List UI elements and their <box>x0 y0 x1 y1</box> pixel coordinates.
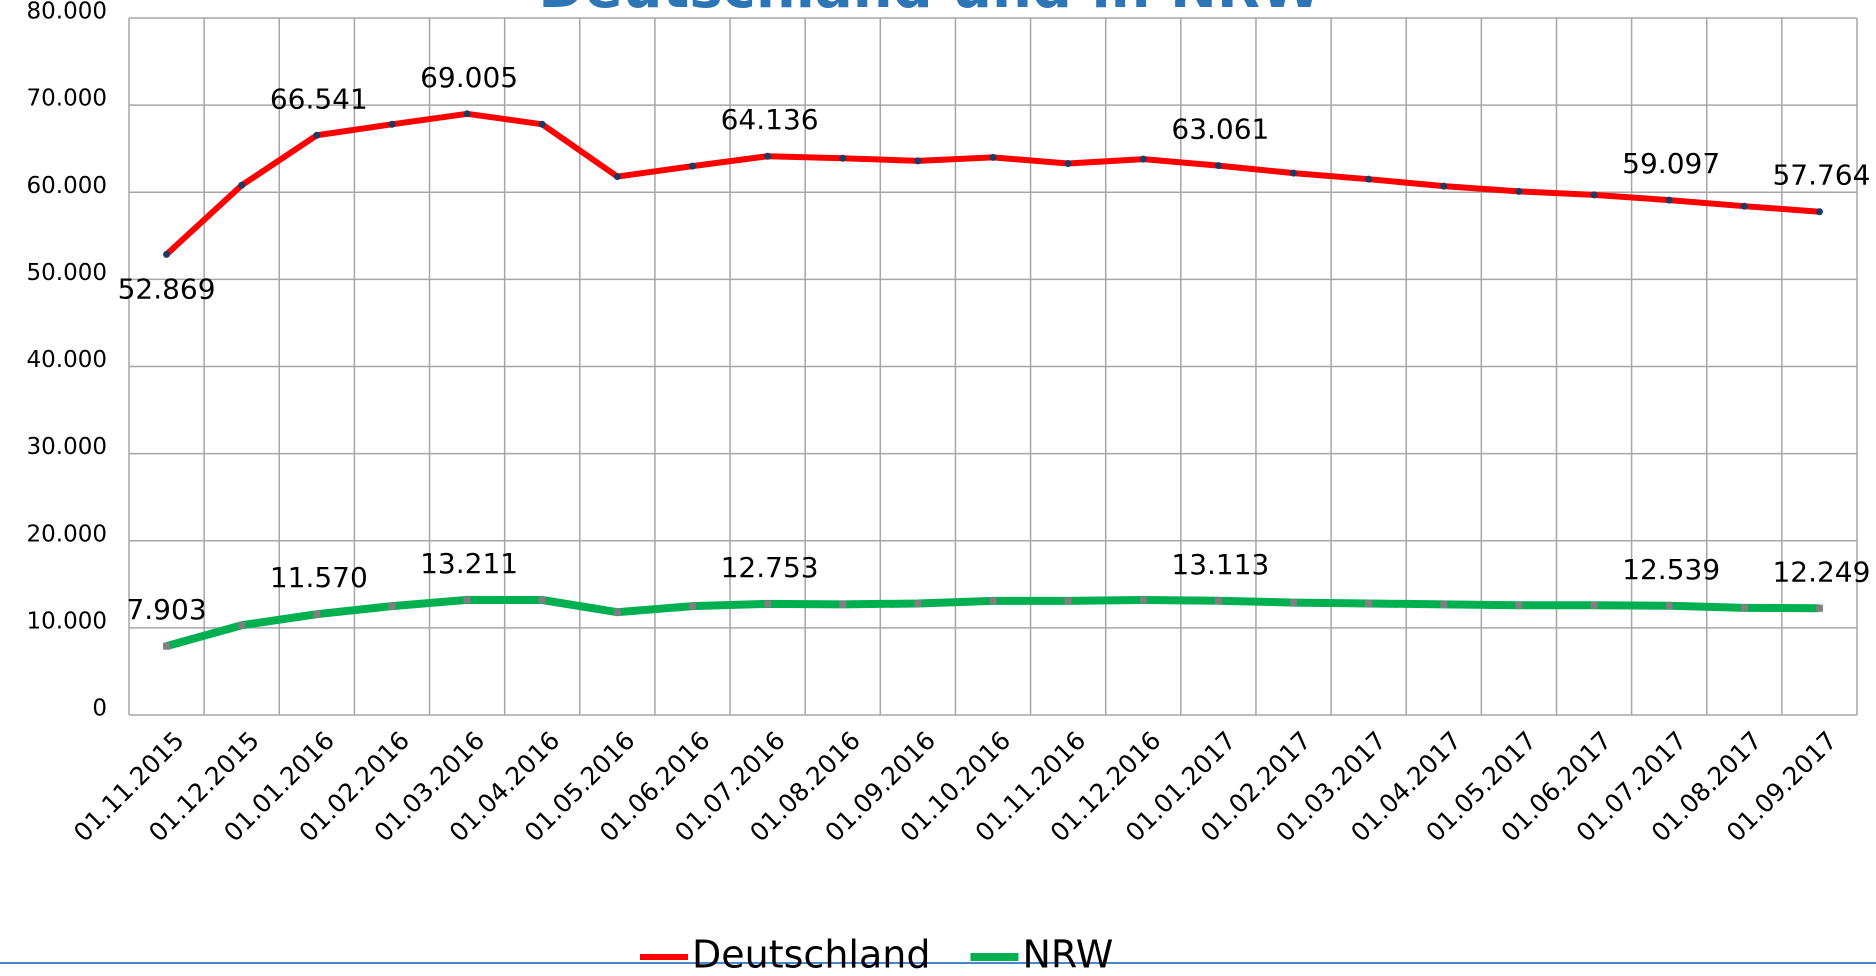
point-marker <box>388 602 396 610</box>
point-marker <box>613 608 621 616</box>
point-marker <box>1815 604 1823 612</box>
point-marker <box>1290 169 1298 177</box>
data-label: 57.764 <box>1772 159 1870 192</box>
legend-label: Deutschland <box>692 933 930 976</box>
data-label: 12.539 <box>1622 553 1720 586</box>
series-line <box>165 595 1820 650</box>
point-marker <box>313 610 321 618</box>
data-label: 59.097 <box>1622 147 1720 180</box>
legend-label: NRW <box>1022 933 1113 976</box>
data-label: 66.541 <box>270 82 368 115</box>
y-tick-label: 40.000 <box>27 347 107 373</box>
data-label: 12.753 <box>721 551 819 584</box>
point-marker <box>1440 182 1448 190</box>
point-marker <box>1214 597 1222 605</box>
point-marker <box>1290 599 1298 607</box>
point-marker <box>914 599 922 607</box>
y-tick-label: 60.000 <box>27 173 107 199</box>
point-marker <box>1440 600 1448 608</box>
point-marker <box>914 157 922 165</box>
point-marker <box>463 596 471 604</box>
data-label: 69.005 <box>420 61 518 94</box>
point-marker <box>1365 599 1373 607</box>
data-label: 64.136 <box>721 103 819 136</box>
point-marker <box>1064 597 1072 605</box>
point-marker <box>1139 155 1147 163</box>
y-tick-label: 70.000 <box>27 86 107 112</box>
data-label: 52.869 <box>118 272 216 305</box>
point-marker <box>238 621 246 629</box>
point-marker <box>1665 602 1673 610</box>
data-label: 11.570 <box>270 561 368 594</box>
data-label: 13.113 <box>1171 548 1269 581</box>
point-marker <box>238 181 246 189</box>
point-marker <box>1815 208 1823 216</box>
point-marker <box>989 597 997 605</box>
point-marker <box>989 153 997 161</box>
point-marker <box>1064 159 1072 167</box>
y-tick-label: 20.000 <box>27 521 107 547</box>
point-marker <box>163 250 171 258</box>
point-marker <box>1139 596 1147 604</box>
y-tick-label: 0 <box>92 696 107 722</box>
point-marker <box>688 602 696 610</box>
y-tick-label: 50.000 <box>27 260 107 286</box>
point-marker <box>1515 187 1523 195</box>
point-marker <box>839 600 847 608</box>
point-marker <box>538 120 546 128</box>
data-label: 13.211 <box>420 547 518 580</box>
point-marker <box>1214 162 1222 170</box>
point-marker <box>538 596 546 604</box>
point-marker <box>1515 601 1523 609</box>
point-marker <box>388 120 396 128</box>
point-marker <box>764 152 772 160</box>
point-marker <box>688 162 696 170</box>
y-tick-label: 30.000 <box>27 434 107 460</box>
y-tick-label: 10.000 <box>27 608 107 634</box>
y-tick-label: 80.000 <box>27 0 107 25</box>
series-line <box>164 110 1820 257</box>
data-label: 63.061 <box>1171 113 1269 146</box>
point-marker <box>463 110 471 118</box>
point-marker <box>839 154 847 162</box>
data-label: 7.903 <box>126 593 206 626</box>
point-marker <box>1740 604 1748 612</box>
point-marker <box>613 173 621 181</box>
point-marker <box>163 642 171 650</box>
chart-title: Deutschland und in NRW <box>538 0 1322 21</box>
point-marker <box>313 131 321 139</box>
point-marker <box>1365 175 1373 183</box>
point-marker <box>1590 601 1598 609</box>
point-marker <box>1665 196 1673 204</box>
data-label: 12.249 <box>1772 555 1870 588</box>
point-marker <box>764 600 772 608</box>
point-marker <box>1740 202 1748 210</box>
point-marker <box>1590 191 1598 199</box>
